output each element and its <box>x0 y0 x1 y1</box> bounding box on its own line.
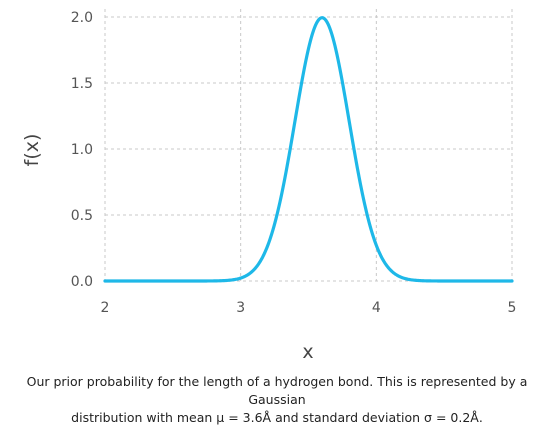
series-line <box>103 16 514 283</box>
x-tick-label: 4 <box>372 300 381 316</box>
caption-line-1: Our prior probability for the length of … <box>26 374 528 407</box>
x-axis-title: x <box>302 341 313 363</box>
x-tick-labels: 2 3 4 5 <box>101 300 517 316</box>
y-tick-label: 1.0 <box>71 142 93 158</box>
y-tick-label: 2.0 <box>71 10 93 26</box>
caption-line-2: distribution with mean μ = 3.6Å and stan… <box>71 410 483 425</box>
y-tick-label: 1.5 <box>71 76 93 92</box>
x-tick-label: 3 <box>236 300 245 316</box>
y-tick-label: 0.0 <box>71 274 93 290</box>
x-tick-label: 5 <box>508 300 517 316</box>
chart: 0.0 0.5 1.0 1.5 2.0 2 3 4 5 f(x) x <box>21 9 517 363</box>
y-axis-title: f(x) <box>21 134 43 167</box>
y-tick-labels: 0.0 0.5 1.0 1.5 2.0 <box>71 10 93 290</box>
x-tick-label: 2 <box>101 300 110 316</box>
figure-caption: Our prior probability for the length of … <box>10 373 544 427</box>
y-tick-label: 0.5 <box>71 208 93 224</box>
